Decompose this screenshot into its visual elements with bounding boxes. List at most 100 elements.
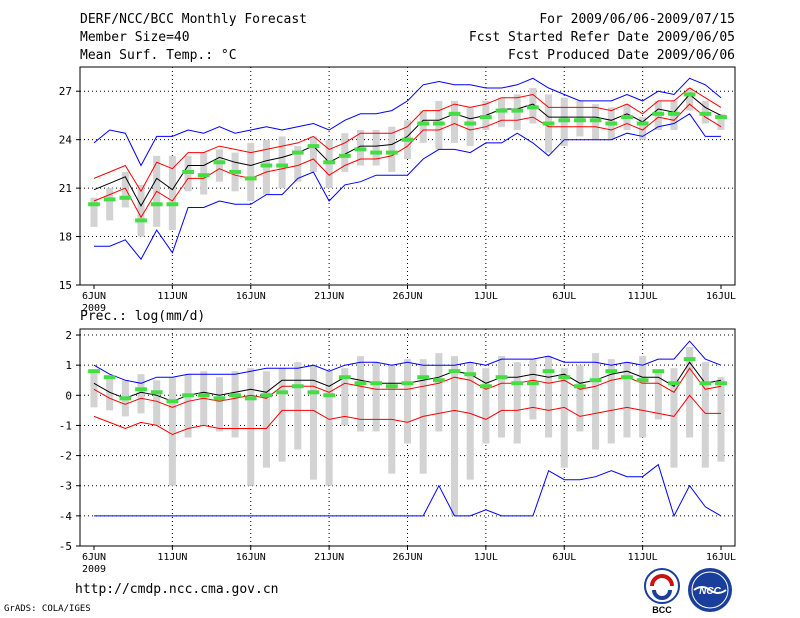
prec-ytick-label: -4 <box>59 510 73 523</box>
logos: BCC NCC <box>644 568 732 615</box>
temp-spread-box <box>121 171 129 208</box>
prec-marker <box>464 372 477 377</box>
prec-spread-box <box>482 368 490 444</box>
temp-marker <box>699 111 712 116</box>
prec-spread-box <box>592 353 600 450</box>
temp-xtick-label: 26JUN <box>392 291 422 302</box>
prec-marker <box>652 369 665 374</box>
prec-marker <box>182 393 194 398</box>
temp-marker <box>527 105 539 110</box>
prec-spread-box <box>701 362 709 468</box>
prec-marker <box>589 378 602 383</box>
temp-spread-box <box>215 149 223 182</box>
temp-ytick-label: 15 <box>59 279 72 292</box>
temp-marker <box>464 121 477 126</box>
temp-marker <box>135 218 147 223</box>
prec-spread-box <box>466 362 474 480</box>
temp-marker <box>589 118 602 123</box>
forecast-period: For 2009/06/06-2009/07/15 <box>539 12 735 27</box>
temp-marker <box>495 108 508 113</box>
prec-spread-box <box>686 347 694 438</box>
temp-spread-box <box>278 136 286 189</box>
temp-marker <box>291 150 304 155</box>
temp-line-lower-bound <box>93 103 722 219</box>
prec-spread-box <box>513 362 521 444</box>
prec-xtick-label: 1JUL <box>474 552 498 563</box>
temp-marker <box>542 121 555 126</box>
prec-spread-box <box>607 359 615 444</box>
temp-marker <box>370 150 383 155</box>
prec-marker <box>88 369 100 374</box>
prec-ytick-label: -2 <box>59 450 72 463</box>
prec-marker <box>683 357 696 362</box>
ncc-logo: NCC <box>688 568 732 612</box>
prec-marker <box>307 390 320 395</box>
temp-xtick-label: 6JUL <box>552 291 576 302</box>
prec-marker <box>542 369 555 374</box>
prec-marker <box>668 381 680 386</box>
temp-spread-box <box>466 107 474 147</box>
temp-marker <box>103 197 116 202</box>
temp-spread-box <box>137 184 145 237</box>
temp-spread-box <box>309 136 317 172</box>
precip-label: Prec.: log(mm/d) <box>80 309 206 324</box>
prec-ytick-label: -1 <box>59 419 72 432</box>
prec-marker <box>119 396 132 401</box>
prec-year-label: 2009 <box>82 564 106 575</box>
temp-marker <box>448 111 461 116</box>
member-size: Member Size=40 <box>80 30 190 45</box>
temp-spread-box <box>639 117 647 140</box>
prec-spread-box <box>654 371 662 420</box>
prec-spread-box <box>215 377 223 432</box>
temp-marker <box>385 150 398 155</box>
prec-spread-box <box>372 362 380 432</box>
temp-spread-box <box>247 142 255 202</box>
chart-title: DERF/NCC/BCC Monthly Forecast <box>80 12 307 27</box>
prec-spread-box <box>278 368 286 462</box>
footer-url[interactable]: http://cmdp.ncc.cma.gov.cn <box>75 582 279 597</box>
bcc-logo: BCC <box>644 568 680 615</box>
temp-spread-box <box>686 87 694 111</box>
prec-marker <box>417 375 430 380</box>
temp-xtick-label: 11JUN <box>157 291 187 302</box>
forecast-produced-date: Fcst Produced Date 2009/06/06 <box>508 48 735 63</box>
prec-spread-box <box>153 380 161 426</box>
prec-xtick-label: 16JUN <box>236 552 266 563</box>
temp-spread-box <box>717 113 725 130</box>
prec-spread-box <box>623 362 631 438</box>
prec-spread-box <box>576 365 584 432</box>
prec-marker <box>213 396 226 401</box>
temp-marker <box>260 163 273 168</box>
prec-marker <box>291 384 304 389</box>
temp-spread-box <box>450 100 459 143</box>
temp-spread-box <box>388 126 396 172</box>
prec-marker <box>448 369 461 374</box>
temp-marker <box>636 121 649 126</box>
temp-marker <box>621 115 633 120</box>
prec-spread-box <box>309 365 317 480</box>
temp-spread-box <box>372 129 380 166</box>
temp-marker <box>244 176 257 181</box>
temp-marker <box>668 111 680 116</box>
prec-marker <box>166 399 179 404</box>
prec-line-ensemble-max <box>93 340 722 384</box>
prec-marker <box>574 384 586 389</box>
prec-spread-box <box>106 377 114 411</box>
temp-spread-box <box>341 133 349 172</box>
temp-marker <box>511 108 524 113</box>
prec-marker <box>621 375 633 380</box>
temp-xtick-label: 6JUN <box>82 291 106 302</box>
prec-marker <box>135 387 147 392</box>
prec-spread-box <box>498 356 506 438</box>
prec-ytick-label: -3 <box>59 480 72 493</box>
temp-marker <box>88 202 100 207</box>
temp-marker <box>213 160 226 165</box>
variable-label: Mean Surf. Temp.: °C <box>80 48 237 63</box>
temp-ytick-label: 21 <box>59 182 72 195</box>
prec-marker <box>715 381 727 386</box>
prec-spread-box <box>639 356 647 438</box>
temp-marker <box>652 111 665 116</box>
prec-marker <box>479 384 492 389</box>
temp-marker <box>354 147 367 152</box>
prec-spread-box <box>717 377 725 462</box>
